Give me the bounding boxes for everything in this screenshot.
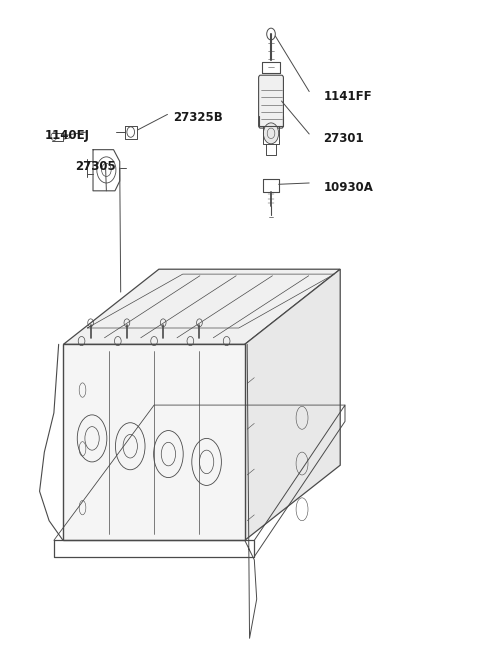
FancyBboxPatch shape <box>259 75 283 128</box>
Circle shape <box>264 123 279 144</box>
Text: 27325B: 27325B <box>173 111 223 124</box>
Text: 27301: 27301 <box>324 132 364 145</box>
Polygon shape <box>245 269 340 541</box>
Polygon shape <box>63 269 340 344</box>
Text: 1141FF: 1141FF <box>324 90 372 102</box>
Polygon shape <box>63 344 245 541</box>
Text: 1140EJ: 1140EJ <box>44 129 89 142</box>
Text: 27305: 27305 <box>75 159 116 173</box>
Text: 10930A: 10930A <box>324 181 373 194</box>
